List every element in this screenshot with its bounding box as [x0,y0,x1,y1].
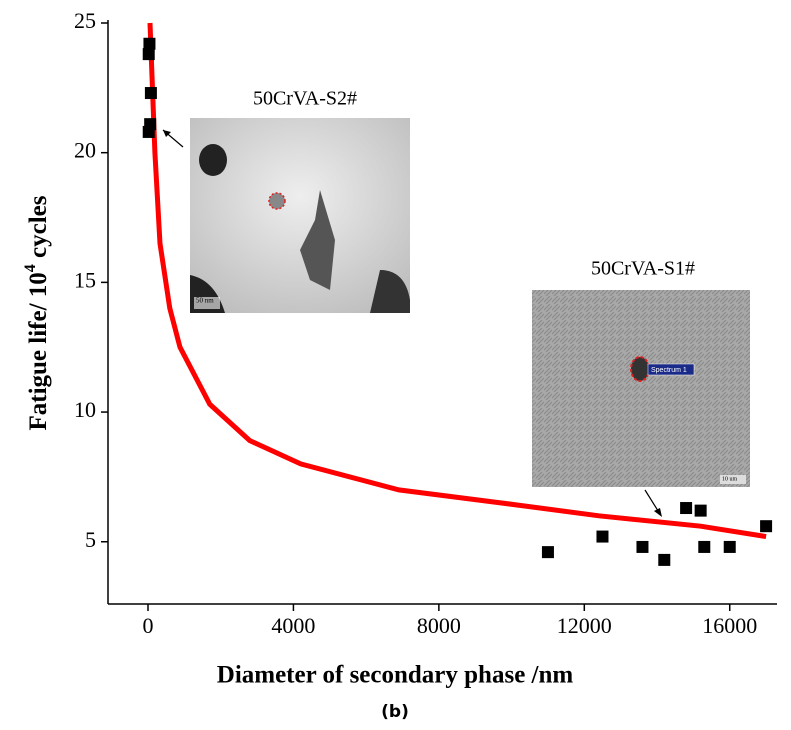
spectrum-label: Spectrum 1 [651,367,687,374]
scatter-point [143,37,156,50]
inset-s2: 50 nm 50CrVA-S2# [162,88,410,313]
y-tick-label: 25 [74,8,96,33]
marker-circle [268,192,286,210]
scatter-point [698,540,711,553]
y-title-sup: 4 [22,264,39,272]
y-tick-label: 15 [74,267,96,292]
y-axis-title: Fatigue life/ 104 cycles [22,195,52,430]
scatter-point [144,87,157,100]
y-title-suffix: cycles [25,195,52,264]
micrograph [532,290,750,487]
inset-label: 50CrVA-S2# [253,88,357,110]
inset-s1: Spectrum 1 10 um 50CrVA-S1# [532,258,750,517]
arrow-head [654,508,662,517]
y-title-text: Fatigue life/ 10 [25,272,52,430]
x-axis-title: Diameter of secondary phase /nm [217,662,574,689]
scale-label: 50 nm [196,297,214,305]
scatter-point [658,553,671,566]
scale-label: 10 um [722,476,738,482]
scatter-point [541,546,554,559]
micrograph [190,118,410,313]
scale-box [720,475,746,484]
scatter-point [723,540,736,553]
scale-box [194,297,220,309]
scatter-point [142,48,155,61]
particle [370,270,410,313]
scatter-point [596,530,609,543]
x-tick-label: 12000 [557,613,612,638]
x-tick-label: 8000 [417,613,461,638]
x-tick-label: 0 [142,613,153,638]
arrow-head [163,130,171,137]
marker-circle [630,356,650,382]
scatter-point [760,520,773,533]
x-tick-label: 16000 [702,613,757,638]
scatter-point [694,504,707,517]
particle [300,190,335,290]
y-tick-label: 5 [85,527,96,552]
x-tick-label: 4000 [271,613,315,638]
particle [199,144,227,176]
inset-label: 50CrVA-S1# [591,258,695,280]
spectrum-box [647,363,695,376]
y-tick-label: 10 [74,397,96,422]
y-tick-label: 20 [74,138,96,163]
fit-line [147,22,767,540]
caption: (b) [381,702,409,722]
scatter-point [636,540,649,553]
scatter-point [680,502,693,515]
scatter-point [142,125,155,138]
